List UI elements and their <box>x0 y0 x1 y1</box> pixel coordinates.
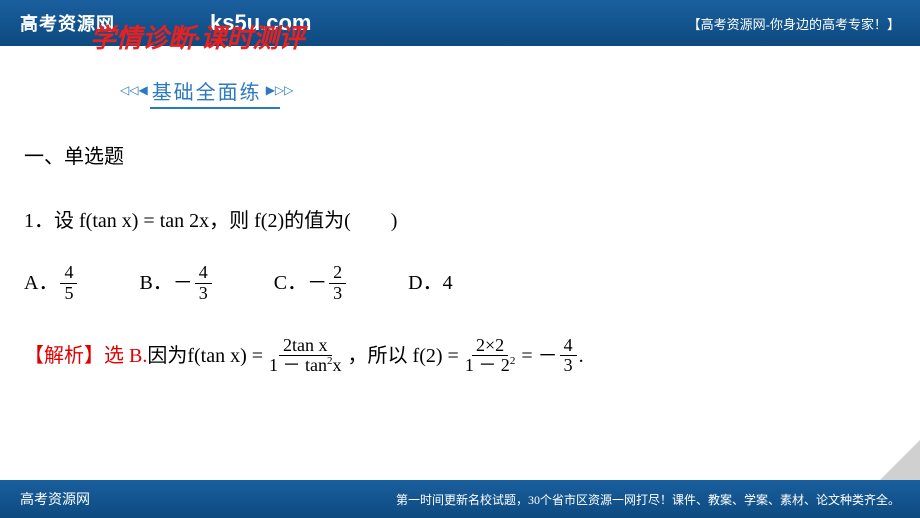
title-part2: 课时测评 <box>201 24 305 53</box>
ans-t3: = － <box>521 338 557 374</box>
opt-a-den: 5 <box>60 284 77 304</box>
option-c: C． － 2 3 <box>274 263 348 304</box>
ans-f2-num: 2×2 <box>472 336 508 357</box>
q-blank <box>351 203 391 239</box>
ans-frac1: 2tan x 1 － tan2x <box>265 336 346 377</box>
tagline: 【高考资源网-你身边的高考专家！】 <box>688 14 900 33</box>
section-title: 一、单选题 <box>24 139 896 175</box>
ans-f1-num: 2tan x <box>279 336 332 357</box>
opt-c-label: C． <box>274 265 307 301</box>
arrows-right-icon: ▶▷▷ <box>266 83 294 98</box>
title-part1: 学情诊断 <box>90 24 194 53</box>
q-num: 1． <box>24 203 54 239</box>
option-a: A． 4 5 <box>24 263 79 304</box>
question-text: 1． 设 f(tan x) = tan 2x，则 f(2)的值为( ) <box>24 203 896 239</box>
ans-frac2: 2×2 1 － 22 <box>461 336 520 377</box>
ans-f2-den: 1 － 22 <box>461 356 520 376</box>
opt-d-val: 4 <box>443 265 453 301</box>
content-area: 一、单选题 1． 设 f(tan x) = tan 2x，则 f(2)的值为( … <box>0 109 920 376</box>
opt-a-num: 4 <box>60 263 77 284</box>
subtitle-row: ◁◁◀ 基础全面练 ▶▷▷ <box>120 76 920 105</box>
q-post: ) <box>391 203 398 239</box>
opt-c-frac: 2 3 <box>329 263 346 304</box>
subtitle-text: 基础全面练 <box>152 76 262 105</box>
footer-bar: 高考资源网 第一时间更新名校试题，30个省市区资源一网打尽！课件、教案、学案、素… <box>0 480 920 518</box>
opt-b-neg: － <box>173 265 193 301</box>
ans-t1: 因为f(tan x) = <box>147 338 263 374</box>
opt-b-den: 3 <box>195 284 212 304</box>
ans-t2: ，所以 f(2) = <box>348 338 459 374</box>
opt-b-label: B． <box>139 265 172 301</box>
opt-b-num: 4 <box>195 263 212 284</box>
opt-c-den: 3 <box>329 284 346 304</box>
answer-tag: 【解析】 <box>24 338 104 374</box>
opt-b-frac: 4 3 <box>195 263 212 304</box>
footer-right: 第一时间更新名校试题，30个省市区资源一网打尽！课件、教案、学案、素材、论文种类… <box>396 491 900 508</box>
opt-a-label: A． <box>24 265 58 301</box>
opt-a-frac: 4 5 <box>60 263 77 304</box>
opt-c-neg: － <box>307 265 327 301</box>
ans-frac3: 4 3 <box>560 336 577 377</box>
answer-row: 【解析】 选 B. 因为f(tan x) = 2tan x 1 － tan2x … <box>24 336 896 377</box>
footer-left: 高考资源网 <box>20 489 90 509</box>
opt-c-num: 2 <box>329 263 346 284</box>
ans-f1-den: 1 － tan2x <box>265 356 346 376</box>
ans-t4: . <box>579 338 584 374</box>
arrows-left-icon: ◁◁◀ <box>120 83 148 98</box>
q-pre: 设 f(tan x) = tan 2x，则 f(2)的值为( <box>54 203 351 239</box>
option-b: B． － 4 3 <box>139 263 213 304</box>
page-title: 学情诊断·课时测评 <box>90 18 305 55</box>
opt-d-label: D． <box>408 265 442 301</box>
page-curl-icon <box>880 440 920 480</box>
option-d: D． 4 <box>408 265 452 301</box>
answer-sel: 选 B. <box>104 338 147 374</box>
ans-f3-den: 3 <box>560 356 577 376</box>
options-row: A． 4 5 B． － 4 3 C． － 2 3 D． 4 <box>24 263 896 304</box>
ans-f3-num: 4 <box>560 336 577 357</box>
